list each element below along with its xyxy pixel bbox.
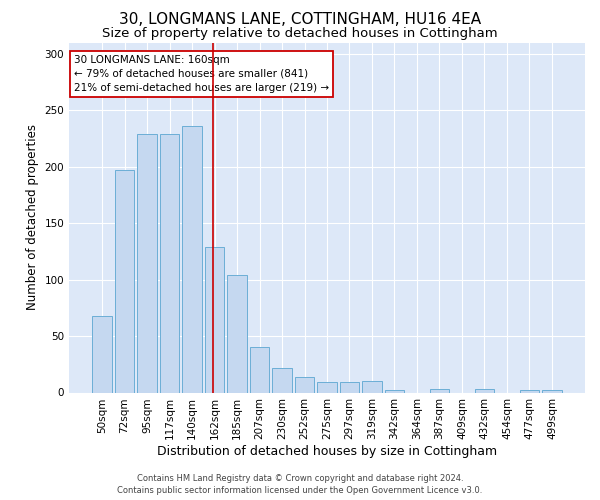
- Text: Size of property relative to detached houses in Cottingham: Size of property relative to detached ho…: [102, 28, 498, 40]
- Y-axis label: Number of detached properties: Number of detached properties: [26, 124, 39, 310]
- Bar: [205, 247, 224, 392]
- Text: 30 LONGMANS LANE: 160sqm
← 79% of detached houses are smaller (841)
21% of semi-: 30 LONGMANS LANE: 160sqm ← 79% of detach…: [74, 54, 329, 93]
- Text: 30, LONGMANS LANE, COTTINGHAM, HU16 4EA: 30, LONGMANS LANE, COTTINGHAM, HU16 4EA: [119, 12, 481, 28]
- Bar: [250, 348, 269, 393]
- Bar: [340, 382, 359, 392]
- Bar: [160, 134, 179, 392]
- Bar: [385, 390, 404, 392]
- Bar: [92, 316, 112, 392]
- Bar: [475, 389, 494, 392]
- Bar: [295, 376, 314, 392]
- Bar: [317, 382, 337, 392]
- Bar: [520, 390, 539, 392]
- X-axis label: Distribution of detached houses by size in Cottingham: Distribution of detached houses by size …: [157, 445, 497, 458]
- Bar: [272, 368, 292, 392]
- Bar: [430, 389, 449, 392]
- Bar: [542, 390, 562, 392]
- Bar: [227, 275, 247, 392]
- Text: Contains HM Land Registry data © Crown copyright and database right 2024.
Contai: Contains HM Land Registry data © Crown c…: [118, 474, 482, 495]
- Bar: [115, 170, 134, 392]
- Bar: [137, 134, 157, 392]
- Bar: [182, 126, 202, 392]
- Bar: [362, 381, 382, 392]
